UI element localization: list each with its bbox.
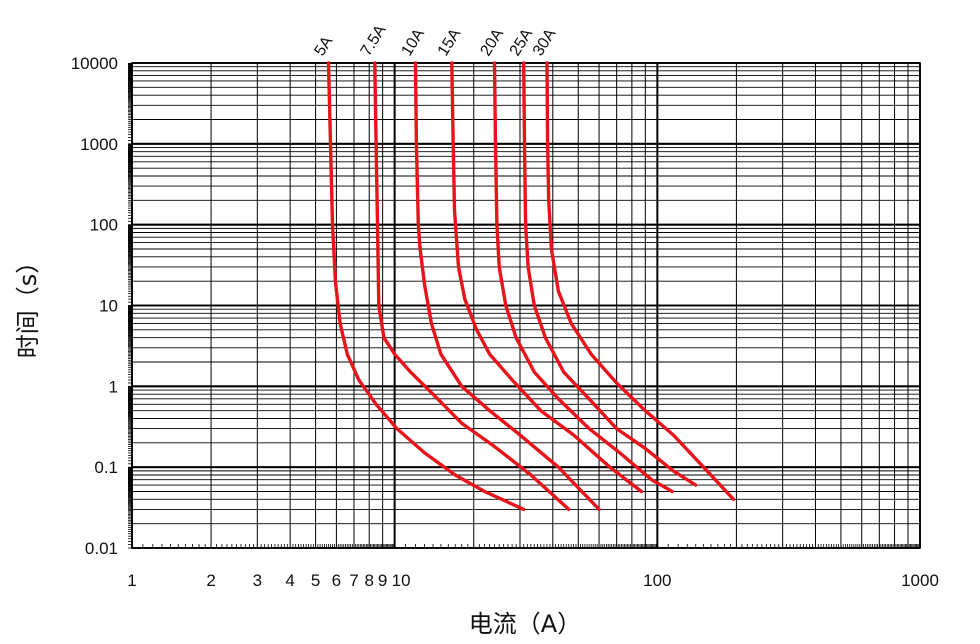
x-tick-label: 7	[349, 571, 358, 590]
series-line-5A	[326, 61, 526, 512]
y-tick-label: 0.1	[94, 458, 118, 477]
x-tick-label: 4	[285, 571, 294, 590]
x-tick-label: 1	[127, 571, 136, 590]
series-label-10A: 10A	[398, 26, 428, 59]
x-tick-label: 2	[206, 571, 215, 590]
y-tick-label: 1	[109, 377, 118, 396]
series-label-15A: 15A	[435, 26, 465, 59]
series-line-15A	[450, 61, 644, 494]
x-tick-label: 10	[392, 571, 411, 590]
y-tick-label: 10	[99, 297, 118, 316]
series-line-10A	[413, 61, 601, 512]
x-tick-label: 3	[253, 571, 262, 590]
x-tick-label: 6	[332, 571, 341, 590]
x-tick-label: 9	[378, 571, 387, 590]
y-axis-ticks: 10000 1000 100 10 1 0.1 0.01	[71, 54, 118, 558]
series-label-7.5A: 7.5A	[358, 22, 390, 59]
x-tick-label: 1000	[901, 571, 939, 590]
y-tick-label: 100	[90, 216, 118, 235]
series-label-30A: 30A	[530, 26, 560, 59]
y-tick-label: 1000	[80, 135, 118, 154]
series-label-25A: 25A	[507, 26, 537, 59]
x-tick-label: 8	[364, 571, 373, 590]
series-lines	[326, 61, 736, 512]
series-label-20A: 20A	[478, 26, 508, 59]
x-tick-label: 5	[311, 571, 320, 590]
series-line-20A	[492, 61, 674, 494]
series-label-5A: 5A	[311, 33, 336, 59]
x-tick-label: 100	[643, 571, 671, 590]
y-axis-title: 时间（s）	[14, 250, 42, 359]
x-axis-title: 电流（A）	[469, 610, 581, 638]
series-line-30A	[545, 61, 736, 501]
series-line-7.5A	[373, 61, 571, 512]
x-axis-ticks: 1 2 3 4 5 6 7 8 9 10 100 1000	[127, 571, 939, 590]
y-tick-label: 10000	[71, 54, 118, 73]
y-tick-label: 0.01	[85, 539, 118, 558]
series-line-25A	[522, 61, 698, 487]
